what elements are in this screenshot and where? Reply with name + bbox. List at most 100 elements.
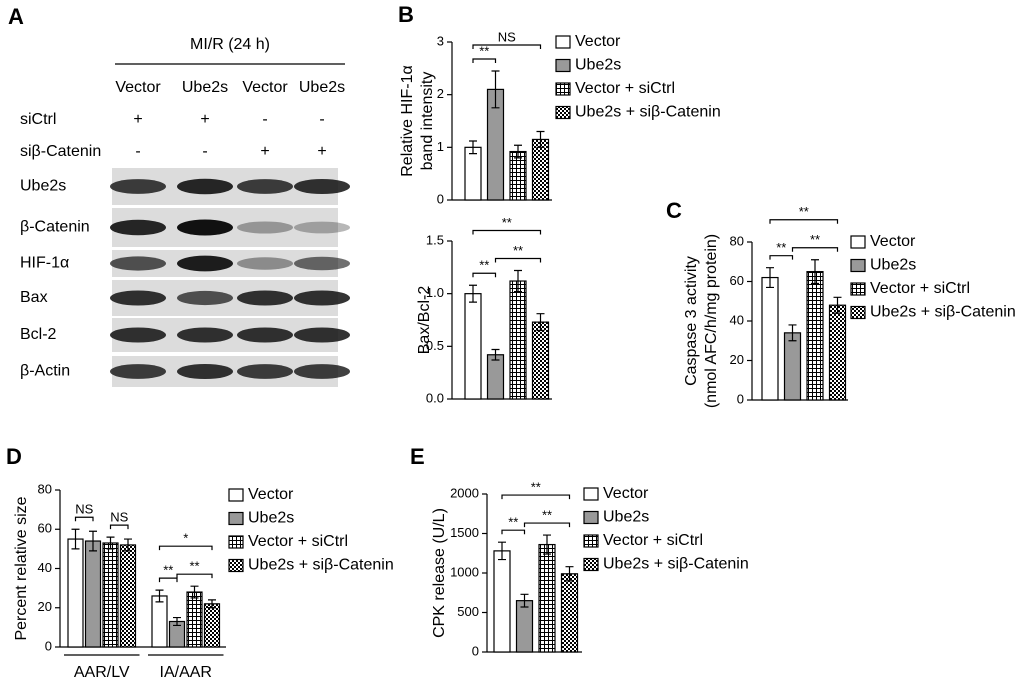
significance-bracket xyxy=(472,58,497,63)
y-axis-label: CPK release (U/L) xyxy=(431,508,448,638)
column-label: Vector xyxy=(242,79,288,96)
legend-swatch xyxy=(228,558,244,573)
legend-label: Vector xyxy=(248,486,294,503)
bar xyxy=(119,544,137,648)
bar xyxy=(486,354,505,400)
y-axis-label: (nmol AFC/h/mg protein) xyxy=(703,234,720,408)
treatment-mark: - xyxy=(262,111,267,128)
legend-label: Vector xyxy=(575,33,621,50)
bar xyxy=(560,573,579,653)
y-tick-label: 0 xyxy=(472,643,479,658)
bar xyxy=(828,304,847,401)
blot-band xyxy=(294,221,350,234)
y-tick-label: 1.0 xyxy=(426,285,444,300)
bar xyxy=(493,550,511,653)
error-bar xyxy=(536,313,545,332)
y-axis-label: Bax/Bcl-2 xyxy=(416,286,433,355)
panel-letter: C xyxy=(666,198,682,223)
error-bar xyxy=(811,259,819,285)
bar xyxy=(84,540,102,648)
treatment-mark: - xyxy=(202,143,207,160)
legend-swatch xyxy=(850,305,866,320)
legend-swatch xyxy=(555,58,571,73)
bar xyxy=(203,603,221,648)
significance-label: ** xyxy=(542,508,552,523)
treatment-mark: + xyxy=(317,143,326,160)
legend-swatch xyxy=(228,488,244,502)
y-tick-label: 1.5 xyxy=(426,232,444,247)
legend-swatch xyxy=(555,105,571,120)
blot-band xyxy=(294,364,350,379)
blot-band xyxy=(294,256,350,271)
y-axis-label: Caspase 3 activity xyxy=(683,256,700,386)
legend-swatch xyxy=(850,258,866,273)
protein-label: Ube2s xyxy=(20,178,66,195)
legend-label: Vector + siCtrl xyxy=(870,280,970,297)
y-tick-label: 80 xyxy=(730,233,744,248)
protein-label: HIF-1α xyxy=(20,255,69,272)
significance-bracket xyxy=(472,44,542,49)
legend-swatch xyxy=(583,534,599,548)
y-tick-label: 60 xyxy=(38,521,52,536)
blot-band xyxy=(177,178,233,195)
blot-band xyxy=(110,256,166,271)
legend-label: Ube2s xyxy=(575,57,621,74)
x-tick-label: AAR/LV xyxy=(74,664,130,681)
blot-band xyxy=(110,327,166,343)
blot-band xyxy=(177,327,233,343)
y-tick-label: 20 xyxy=(38,599,52,614)
error-bar xyxy=(208,599,216,609)
significance-label: ** xyxy=(776,240,786,255)
error-bar xyxy=(565,566,574,582)
bar xyxy=(515,600,534,653)
blot-band xyxy=(110,290,166,306)
legend-swatch xyxy=(555,35,571,49)
legend-label: Ube2s xyxy=(248,510,294,527)
panel-letter: B xyxy=(398,2,414,27)
y-tick-label: 40 xyxy=(38,560,52,575)
bar xyxy=(531,138,550,201)
significance-bracket xyxy=(74,516,94,522)
significance-label: ** xyxy=(502,215,512,230)
protein-label: β-Catenin xyxy=(20,219,90,236)
y-tick-label: 0 xyxy=(45,638,52,653)
significance-label: ** xyxy=(189,559,199,574)
y-axis-label: band intensity xyxy=(419,72,436,171)
error-bar xyxy=(469,140,477,155)
protein-label: Bax xyxy=(20,289,48,306)
y-tick-label: 3 xyxy=(437,33,444,48)
error-bar xyxy=(833,296,842,314)
y-tick-label: 80 xyxy=(38,481,52,496)
treatment-mark: - xyxy=(135,143,140,160)
y-tick-label: 0 xyxy=(737,391,744,406)
error-bar xyxy=(491,70,500,109)
legend-label: Vector xyxy=(603,485,649,502)
bar xyxy=(783,332,802,401)
error-bar xyxy=(469,284,477,303)
panel-letter: E xyxy=(410,444,425,469)
panel-letter: D xyxy=(6,444,22,469)
significance-label: NS xyxy=(75,502,93,517)
blot-band xyxy=(110,219,166,236)
significance-label: ** xyxy=(508,515,518,530)
bar xyxy=(761,276,779,401)
blot-band xyxy=(237,364,293,379)
y-tick-label: 1000 xyxy=(450,564,479,579)
column-label: Ube2s xyxy=(299,79,345,96)
significance-bracket xyxy=(769,255,794,260)
legend-swatch xyxy=(583,510,599,525)
bar xyxy=(186,591,203,648)
panel-letter: A xyxy=(8,4,24,29)
significance-bracket xyxy=(158,545,213,551)
legend-label: Ube2s + siβ-Catenin xyxy=(248,557,394,574)
error-bar xyxy=(514,144,522,159)
y-tick-label: 1500 xyxy=(450,525,479,540)
error-bar xyxy=(491,348,500,361)
significance-bracket xyxy=(158,577,178,583)
y-tick-label: 500 xyxy=(457,604,479,619)
y-tick-label: 2000 xyxy=(450,485,479,500)
bar xyxy=(531,321,550,400)
blot-band xyxy=(237,257,293,270)
x-tick-label: IA/AAR xyxy=(160,664,212,681)
